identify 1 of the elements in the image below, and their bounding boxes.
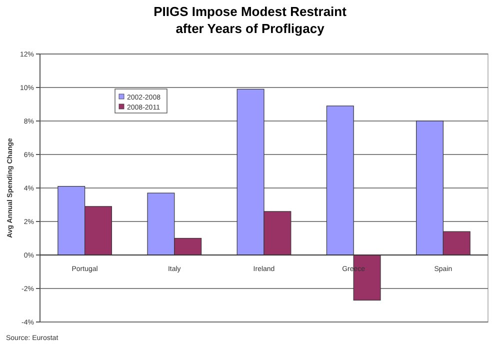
chart-title: PIIGS Impose Modest Restraint after Years of Profligacy: [154, 4, 348, 36]
